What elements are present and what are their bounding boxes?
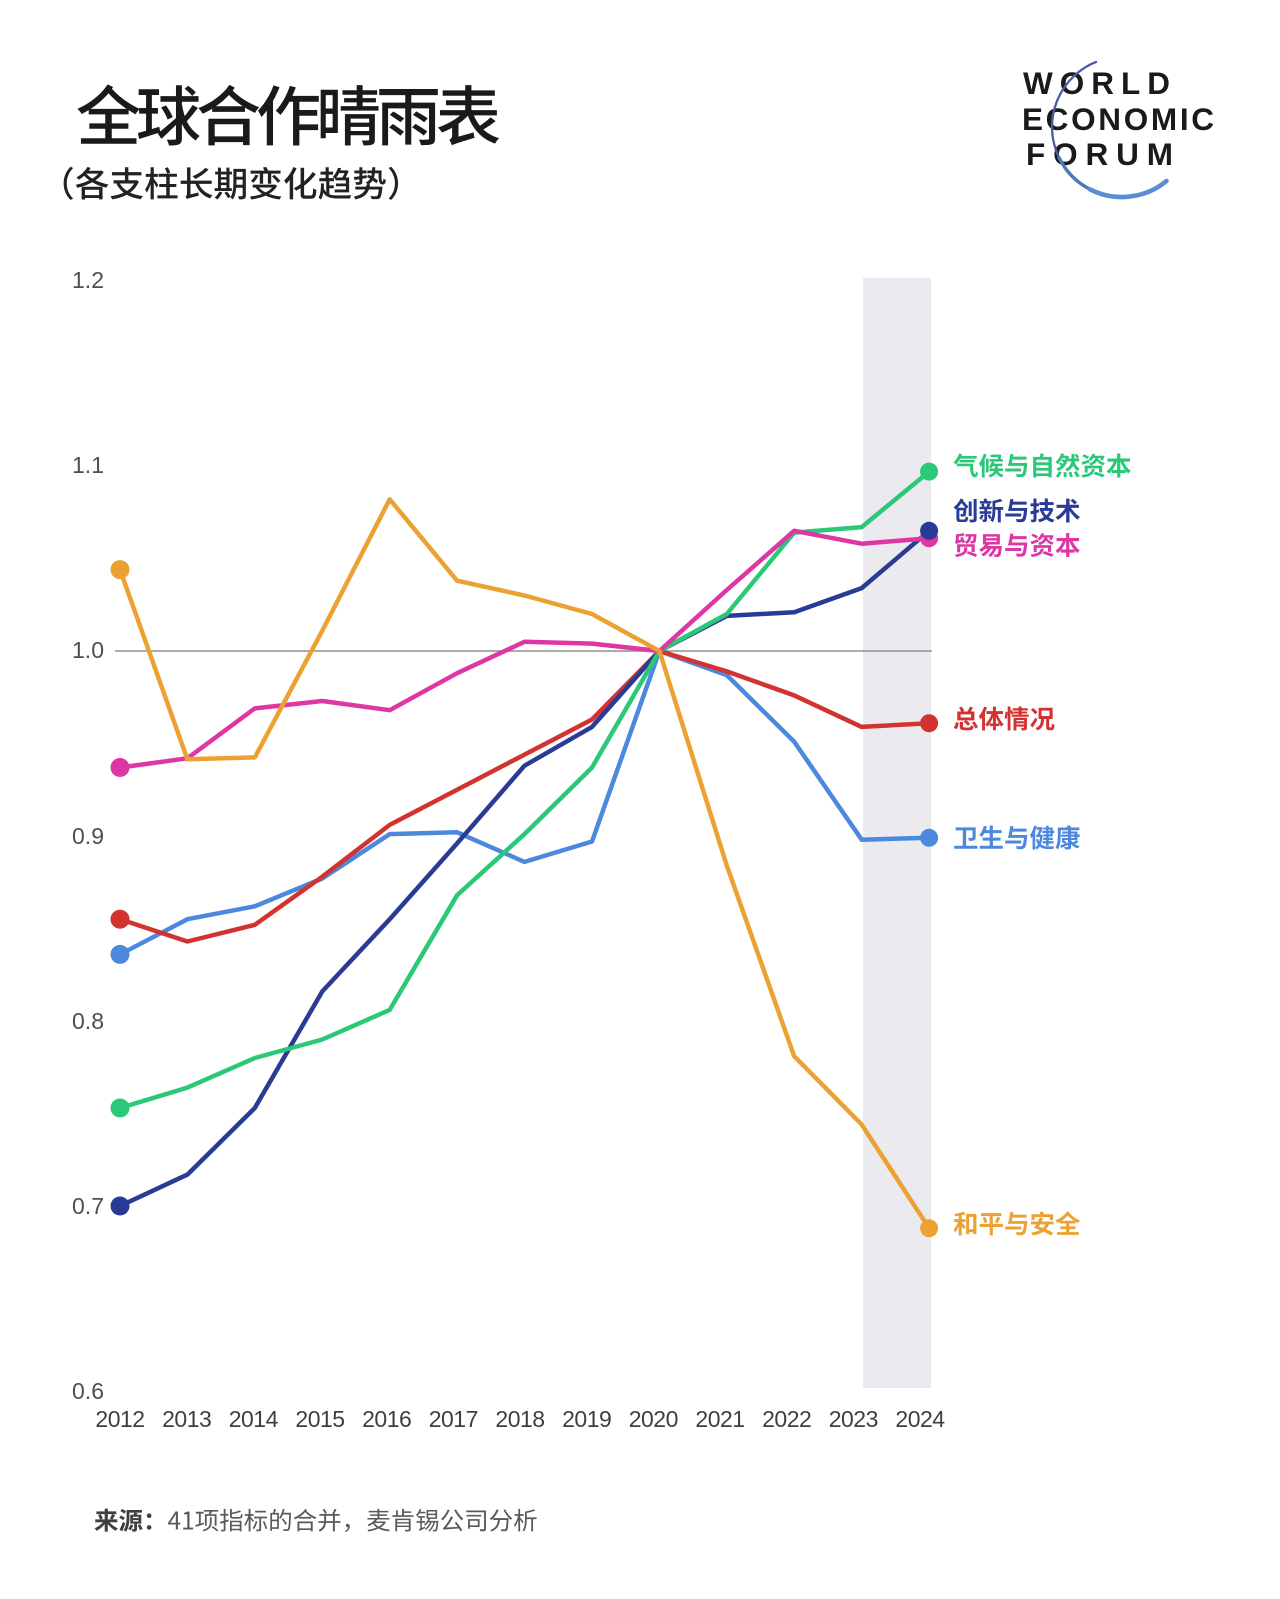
svg-text:0.7: 0.7 <box>72 1193 104 1219</box>
svg-text:1.1: 1.1 <box>72 452 104 478</box>
svg-text:2015: 2015 <box>295 1406 344 1432</box>
svg-text:2024: 2024 <box>895 1406 945 1432</box>
svg-text:0.9: 0.9 <box>72 823 104 849</box>
svg-text:2012: 2012 <box>95 1406 144 1432</box>
svg-text:ECONOMIC: ECONOMIC <box>1022 101 1214 137</box>
svg-text:2020: 2020 <box>629 1406 678 1432</box>
svg-text:2021: 2021 <box>695 1406 744 1432</box>
svg-text:2017: 2017 <box>429 1406 478 1432</box>
svg-text:2014: 2014 <box>229 1406 279 1432</box>
svg-text:1.2: 1.2 <box>72 267 104 293</box>
svg-text:0.6: 0.6 <box>72 1378 104 1404</box>
svg-text:2016: 2016 <box>362 1406 411 1432</box>
svg-text:2022: 2022 <box>762 1406 811 1432</box>
svg-text:1.0: 1.0 <box>72 637 104 663</box>
svg-text:2018: 2018 <box>495 1406 544 1432</box>
svg-text:2023: 2023 <box>829 1406 878 1432</box>
svg-text:FORUM: FORUM <box>1026 136 1173 172</box>
svg-text:2019: 2019 <box>562 1406 611 1432</box>
svg-text:2013: 2013 <box>162 1406 211 1432</box>
svg-text:0.8: 0.8 <box>72 1008 104 1034</box>
svg-text:WORLD: WORLD <box>1023 65 1170 101</box>
